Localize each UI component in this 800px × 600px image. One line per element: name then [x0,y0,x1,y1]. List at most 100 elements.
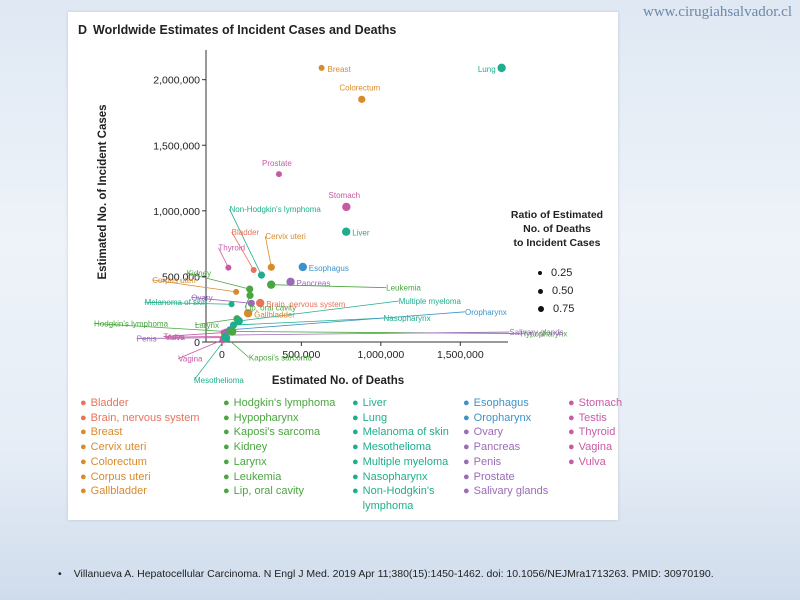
legend-item: ● Esophagus [463,396,548,411]
legend-swatch: ● [223,455,230,468]
legend-swatch: ● [352,455,359,468]
legend-swatch: ● [463,411,470,424]
panel-title: D Worldwide Estimates of Incident Cases a… [78,23,396,37]
legend-item: ● Leukemia [223,470,335,485]
legend-item: ● Kidney [223,440,335,455]
point-kidney [246,285,254,293]
legend-swatch: ● [463,485,470,498]
legend-swatch: ● [568,397,575,409]
leader-salivary-glands [225,331,510,336]
size-legend-value: 0.75 [553,303,575,315]
legend-label: Larynx [233,455,267,468]
point-lip-oral-cavity [246,291,254,300]
legend-item: ● Pancreas [463,440,548,455]
legend-swatch: ● [223,411,230,424]
point-ovary [247,299,255,307]
point-label-stomach: Stomach [329,191,361,200]
point-thyroid [225,264,232,271]
point-label-vulva: Vulva [165,333,185,342]
legend-swatch: ● [223,485,230,498]
legend-swatch: ● [568,455,575,468]
panel-title-text: Worldwide Estimates of Incident Cases an… [93,23,397,37]
leader-hodgkin-s-lymphoma [94,323,227,332]
legend-swatch: ● [352,470,359,483]
legend-item: ● Liver [352,396,453,411]
legend-swatch: ● [463,455,470,468]
point-labels: Lung Breast Colorectum Prostate Stomach Liver… [94,65,567,385]
legend-swatch: ● [80,441,87,454]
point-label-colorectum: Colorectum [339,83,380,92]
point-stomach [342,202,351,212]
point-label-cervix-uteri: Cervix uteri [265,232,306,241]
point-pancreas [286,277,295,286]
y-tick-label: 0 [194,337,200,349]
legend-item: ● Gallbladder [80,484,199,499]
legend-label: Corpus uteri [90,470,151,483]
point-melanoma-of-skin [228,301,235,308]
legend-label: Vulva [578,455,606,468]
legend-swatch: ● [568,441,575,454]
legend-label: Salivary glands [473,485,549,498]
leader-bladder [231,231,255,271]
legend-swatch: ● [80,426,87,439]
legend-label: Cervix uteri [90,441,147,454]
size-legend-title-line: Ratio of Estimated [510,209,604,221]
legend-label: Liver [362,397,387,409]
legend-label: Penis [473,455,502,468]
leader-cervix-uteri [264,236,272,268]
legend-label: Mesothelioma [362,441,432,454]
legend-label: Hodgkin's lymphoma [233,397,336,409]
legend-column: ● Esophagus ● Oropharynx ● Ovary ● Pancreas ● Pen… [463,396,548,499]
legend-swatch: ● [352,485,359,498]
legend-item: ● Prostate [463,470,548,485]
legend-label: Colorectum [90,455,147,468]
legend-column: ● Hodgkin's lymphoma ● Hypopharynx ● Kaposi's… [223,396,335,499]
legend-item: ● Nasopharynx [352,470,453,485]
legend-label: Lip, oral cavity [233,485,304,498]
point-label-testis: Testis [163,333,183,342]
point-label-hodgkin-s-lymphoma: Hodgkin's lymphoma [94,320,169,329]
legend-label: Kidney [233,441,268,454]
citation-text: Villanueva A. Hepatocellular Carcinoma. … [73,568,714,580]
legend-label: Kaposi's sarcoma [233,426,321,439]
y-axis-label: Estimated No. of Incident Cases [97,104,109,279]
point-label-larynx: Larynx [195,321,219,330]
legend-column: ● Stomach ● Testis ● Thyroid ● Vagina ● Vulva [568,396,622,470]
legend-item: ● Corpus uteri [80,470,199,485]
point-label-vagina: Vagina [178,355,203,364]
legend-label: Melanoma of skin [362,426,449,439]
legend-label: Lung [362,411,388,424]
legend-label: Vagina [578,441,613,454]
legend-label: Ovary [473,426,503,439]
size-legend-title-line: No. of Deaths [523,223,591,235]
legend-item: ● Breast [80,425,199,440]
size-legend: 0.25 0.50 0.75 [538,264,574,318]
leader-larynx [194,318,238,326]
panel-letter: D [78,23,88,37]
point-label-lip-oral-cavity: Lip, oral cavity [245,303,296,312]
leader-kidney [186,272,250,290]
point-label-lung: Lung [478,65,496,74]
leader-lines [94,208,521,381]
legend-label: Multiple myeloma [362,455,449,468]
legend-item: ● Stomach [568,396,622,411]
legend-item: ● Lung [352,411,453,426]
legend-item: ● Cervix uteri [80,440,199,455]
legend-item: ● Vagina [568,440,622,455]
legend-label: Non-Hodgkin's lymphoma [362,485,435,512]
size-legend-title: Ratio of Estimated No. of Deaths to Inci… [502,208,612,250]
legend-swatch: ● [568,411,575,424]
legend-swatch: ● [463,470,470,483]
legend-swatch: ● [80,470,87,483]
size-legend-title-line: to Incident Cases [513,237,601,249]
legend-item: ● Bladder [80,396,199,411]
point-esophagus [298,262,307,272]
point-label-corpus-uteri: Corpus uteri [152,276,196,285]
legend-swatch: ● [568,426,575,439]
legend-swatch: ● [463,441,470,454]
legend-swatch: ● [223,441,230,454]
size-dot-small [538,271,542,275]
legend-swatch: ● [80,397,87,409]
legend-label: Nasopharynx [362,470,428,483]
